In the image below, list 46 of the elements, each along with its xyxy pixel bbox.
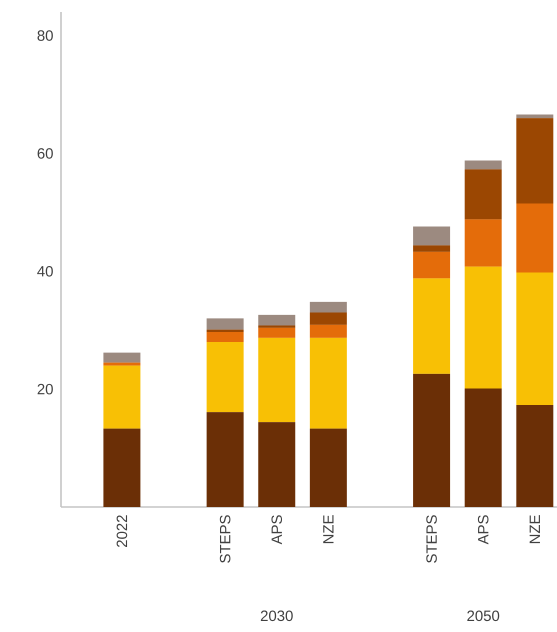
x-tick-label: NZE [530,515,540,544]
y-tick-label: 40 [37,266,53,277]
bar [413,278,450,374]
bar [516,272,554,406]
bar [310,324,347,338]
bar [516,118,554,204]
bar [310,302,347,313]
y-tick-label: 60 [38,148,53,159]
bar [464,169,502,220]
bar [206,332,244,342]
bar [103,352,140,363]
x-tick-label: STEPS [220,515,230,563]
bar [464,266,502,389]
x-tick-label: 2022 [116,515,128,548]
bar [464,160,502,170]
bar [516,204,554,272]
bar [103,428,140,507]
bar [464,219,502,267]
text: 2050 [467,610,500,622]
bar [464,388,502,507]
bar [258,314,296,326]
x-tick-label: NZE [323,515,334,544]
x-tick-label: APS [271,515,282,544]
bar [310,338,347,429]
x-tick-label: STEPS [426,515,437,563]
bar [258,338,296,422]
y-tick-label: 80 [38,30,53,41]
bar [206,342,244,412]
bar [103,362,140,366]
bar [258,325,296,328]
bar [516,405,554,507]
bar [258,328,296,338]
bar [413,252,450,278]
bar [310,312,347,325]
bar [413,374,450,507]
bar [206,412,244,507]
bar [206,318,244,330]
y-tick-label: 20 [38,384,53,394]
bar [516,114,554,118]
x-tick-label: APS [478,515,488,544]
bar [310,428,347,507]
bar [103,366,140,429]
bar [413,226,450,246]
bar [413,245,450,252]
bar [258,422,296,507]
text: 2030 [260,610,293,622]
